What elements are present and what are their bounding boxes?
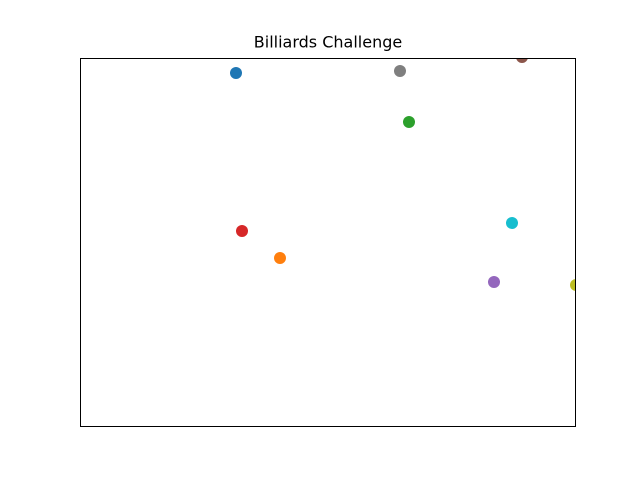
game-title: Billiards Challenge — [254, 33, 402, 52]
ball — [230, 67, 242, 79]
ball — [394, 65, 406, 77]
table-border — [80, 58, 576, 427]
ball — [516, 58, 528, 63]
ball — [274, 252, 286, 264]
ball — [570, 279, 576, 291]
ball — [403, 116, 415, 128]
ball — [506, 217, 518, 229]
table-area — [230, 58, 576, 291]
ball — [236, 225, 248, 237]
ball — [488, 276, 500, 288]
